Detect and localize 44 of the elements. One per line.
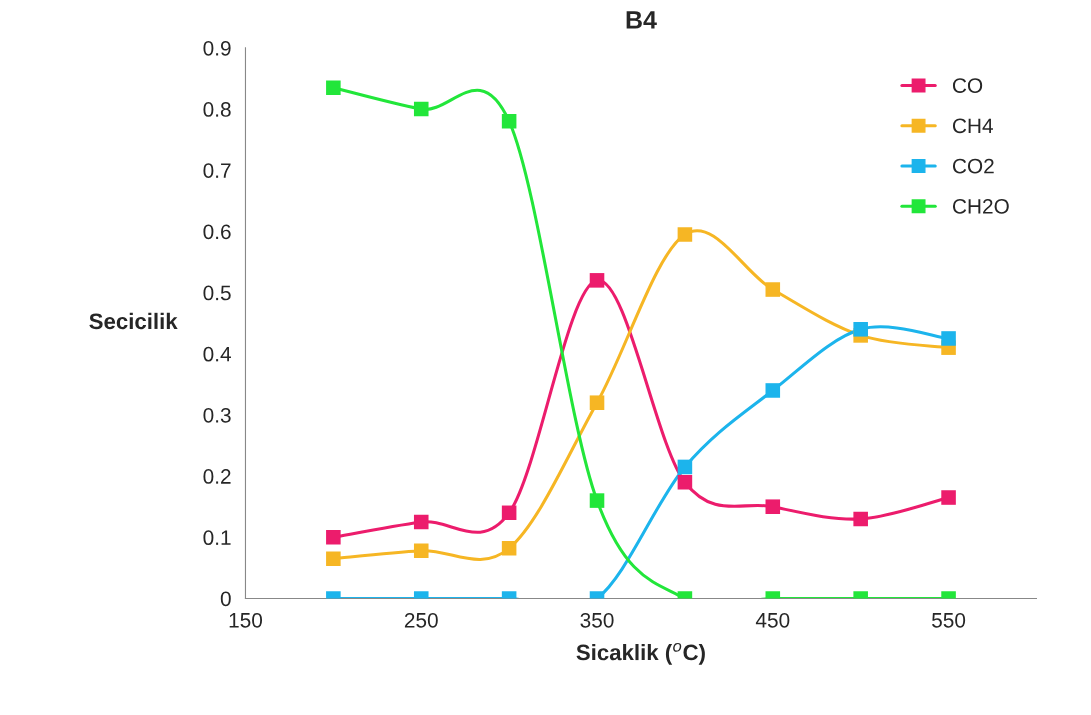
legend-label: CO2 <box>952 158 994 174</box>
y-tick-label: 0.1 <box>203 530 231 546</box>
chart-title: B4 <box>626 11 657 29</box>
point <box>589 273 605 288</box>
x-tick-label: 450 <box>755 612 790 628</box>
point <box>501 541 517 556</box>
y-tick-label: 0.2 <box>203 469 231 484</box>
x-tick-label: 150 <box>229 612 263 628</box>
legend-label: CH2O <box>952 198 1009 214</box>
point <box>589 493 605 508</box>
legend-label: CO <box>952 78 983 93</box>
point <box>501 114 517 129</box>
x-axis-title: Sicaklik ($^{o}$C) <box>576 642 705 665</box>
y-tick-label: 0.6 <box>203 224 231 240</box>
y-tick-label: 0.5 <box>203 285 231 301</box>
point <box>677 227 693 242</box>
point <box>941 331 956 346</box>
point <box>413 514 429 530</box>
point <box>677 474 693 490</box>
y-tick-label: 0.9 <box>203 40 231 56</box>
point <box>765 383 781 398</box>
point <box>941 490 956 505</box>
y-axis-title: Secicilik <box>89 312 178 330</box>
x-tick-label: 350 <box>580 612 614 628</box>
x-tick-label: 250 <box>404 612 438 628</box>
x-tick-label: 550 <box>932 612 966 628</box>
point <box>765 282 781 297</box>
point <box>326 80 341 95</box>
y-tick-label: 0.4 <box>203 346 231 362</box>
y-tick-label: 0.7 <box>203 163 231 178</box>
point <box>853 322 868 337</box>
point <box>501 505 517 521</box>
y-tick-label: 0.8 <box>203 102 231 117</box>
point <box>413 101 429 117</box>
point <box>677 459 693 475</box>
point <box>413 543 429 559</box>
legend-label: CH4 <box>952 118 993 134</box>
point <box>326 530 341 545</box>
point <box>853 511 868 527</box>
point <box>589 395 605 410</box>
point <box>326 551 341 566</box>
y-tick-label: 0 <box>220 591 231 607</box>
y-tick-label: 0.3 <box>203 407 231 423</box>
point <box>765 499 781 514</box>
